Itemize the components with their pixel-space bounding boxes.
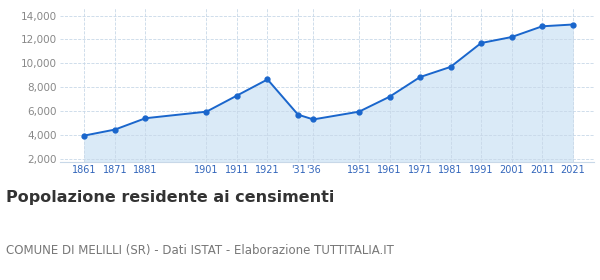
Text: COMUNE DI MELILLI (SR) - Dati ISTAT - Elaborazione TUTTITALIA.IT: COMUNE DI MELILLI (SR) - Dati ISTAT - El…: [6, 244, 394, 256]
Text: Popolazione residente ai censimenti: Popolazione residente ai censimenti: [6, 190, 334, 206]
